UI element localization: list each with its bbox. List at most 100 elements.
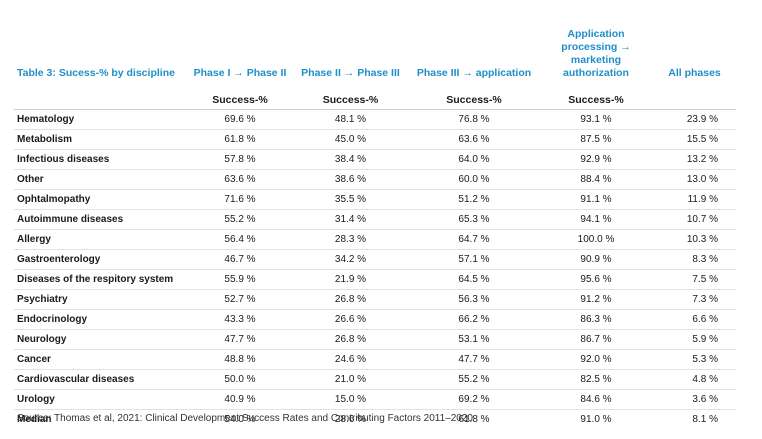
success-value: 26.8 % [292, 289, 409, 310]
success-value: 91.0 % [580, 414, 612, 425]
success-value: 57.1 % [409, 249, 539, 270]
success-value: 26.6 % [292, 309, 409, 330]
discipline-name: Hematology [14, 109, 188, 130]
success-value: 55.9 % [188, 269, 292, 290]
table-row: Hematology 69.6 % 48.1 % 76.8 % 93.1 % 23.9 % [14, 109, 736, 130]
success-value: 47.7 % [188, 329, 292, 350]
success-value: 76.8 % [409, 109, 539, 130]
success-value: 35.5 % [292, 189, 409, 210]
success-value: 13.2 % [653, 149, 736, 170]
success-value: 52.7 % [188, 289, 292, 310]
success-value: 69.2 % [409, 389, 539, 410]
header-phase1-phase2: Phase I → Phase II [193, 67, 287, 79]
success-value: 48.1 % [292, 109, 409, 130]
success-value: 28.6 % [334, 414, 367, 425]
success-value: 69.6 % [188, 109, 292, 130]
discipline-name: Urology [14, 389, 188, 410]
success-value: 4.8 % [653, 369, 736, 390]
table-row: Allergy 56.4 % 28.3 % 64.7 % 100.0 % 10.3 % [14, 229, 736, 250]
discipline-name: Psychiatry [14, 289, 188, 310]
subheader-cell: Success-% [409, 90, 539, 110]
discipline-name: Cancer [14, 349, 188, 370]
success-value: 11.9 % [653, 189, 736, 210]
success-value: 10.7 % [653, 209, 736, 230]
success-value: 61.8 % [458, 414, 490, 425]
table-row: Median 54.0 % 28.6 % 61.8 % 91.0 % 8.1 % [14, 410, 736, 430]
success-value: 5.3 % [653, 349, 736, 370]
success-value: 86.3 % [539, 309, 653, 330]
discipline-name: Metabolism [14, 129, 188, 150]
success-value: 64.5 % [409, 269, 539, 290]
success-value: 21.9 % [292, 269, 409, 290]
header-row: Table 3: Sucess-% by discipline Phase I … [14, 28, 736, 90]
success-value: 65.3 % [409, 209, 539, 230]
success-value: 66.2 % [409, 309, 539, 330]
success-value: 53.1 % [409, 329, 539, 350]
success-value: 90.9 % [539, 249, 653, 270]
success-value: 91.2 % [539, 289, 653, 310]
success-value: 92.9 % [539, 149, 653, 170]
table-row: Infectious diseases 57.8 % 38.4 % 64.0 % 92.… [14, 149, 736, 170]
discipline-name: Endocrinology [14, 309, 188, 330]
success-value: 71.6 % [188, 189, 292, 210]
success-value: 50.0 % [188, 369, 292, 390]
success-value: 55.2 % [188, 209, 292, 230]
discipline-name: Autoimmune diseases [14, 209, 188, 230]
table-row: Ophtalmopathy 71.6 % 35.5 % 51.2 % 91.1 % 11.… [14, 189, 736, 210]
success-value: 56.3 % [409, 289, 539, 310]
success-value: 34.2 % [292, 249, 409, 270]
success-value: 40.9 % [188, 389, 292, 410]
table-row: Gastroenterology 46.7 % 34.2 % 57.1 % 90.9 %… [14, 249, 736, 270]
success-value: 26.8 % [292, 329, 409, 350]
success-value: 64.0 % [409, 149, 539, 170]
success-value: 47.7 % [409, 349, 539, 370]
success-value: 61.8 % [188, 129, 292, 150]
success-value: 55.2 % [409, 369, 539, 390]
subheader-cell: Success-% [188, 90, 292, 110]
table-row: Metabolism 61.8 % 45.0 % 63.6 % 87.5 % 15.5 % [14, 129, 736, 150]
table-row: Other 63.6 % 38.6 % 60.0 % 88.4 % 13.0 % [14, 169, 736, 190]
success-value: 91.1 % [539, 189, 653, 210]
success-value: 60.0 % [409, 169, 539, 190]
header-phase3-application: Phase III → application [416, 67, 532, 79]
success-value: 86.7 % [539, 329, 653, 350]
source-note: Source: Thomas et al, 2021: Clinical Dev… [17, 413, 473, 424]
subheader-cell: Success-% [539, 90, 653, 110]
table-row: Cancer 48.8 % 24.6 % 47.7 % 92.0 % 5.3 % [14, 349, 736, 370]
header-all-phases: All phases [668, 67, 721, 79]
success-table: Table 3: Sucess-% by discipline Phase I … [14, 28, 736, 429]
success-value: 31.4 % [292, 209, 409, 230]
success-value: 57.8 % [188, 149, 292, 170]
table-row: Psychiatry 52.7 % 26.8 % 56.3 % 91.2 % 7.3 % [14, 289, 736, 310]
success-value: 56.4 % [188, 229, 292, 250]
table-row: Autoimmune diseases 55.2 % 31.4 % 65.3 % 94.… [14, 209, 736, 230]
success-value: 23.9 % [653, 109, 736, 130]
success-value: 63.6 % [188, 169, 292, 190]
success-value: 48.8 % [188, 349, 292, 370]
success-value: 100.0 % [539, 229, 653, 250]
discipline-name: Gastroenterology [14, 249, 188, 270]
success-value: 87.5 % [539, 129, 653, 150]
table-row: Cardiovascular diseases 50.0 % 21.0 % 55.2 … [14, 369, 736, 390]
success-value: 15.0 % [292, 389, 409, 410]
table-row: Endocrinology 43.3 % 26.6 % 66.2 % 86.3 % 6.6… [14, 309, 736, 330]
discipline-name: Cardiovascular diseases [14, 369, 188, 390]
success-value: 93.1 % [539, 109, 653, 130]
discipline-name: Ophtalmopathy [14, 189, 188, 210]
table-row: Diseases of the respitory system 55.9 % 21… [14, 269, 736, 290]
success-value: 8.1 % [692, 414, 718, 425]
success-value: 38.6 % [292, 169, 409, 190]
subheader-row: Success-% Success-% Success-% Success-% [14, 90, 736, 110]
success-value: 5.9 % [653, 329, 736, 350]
discipline-name: Neurology [14, 329, 188, 350]
table-caption: Table 3: Sucess-% by discipline [17, 67, 175, 79]
discipline-name: Other [14, 169, 188, 190]
success-value: 38.4 % [292, 149, 409, 170]
success-value: 63.6 % [409, 129, 539, 150]
success-value: 45.0 % [292, 129, 409, 150]
success-value: 7.3 % [653, 289, 736, 310]
subheader-cell: Success-% [292, 90, 409, 110]
success-value: 28.3 % [292, 229, 409, 250]
success-value: 7.5 % [653, 269, 736, 290]
success-value: 54.0 % [224, 414, 256, 425]
